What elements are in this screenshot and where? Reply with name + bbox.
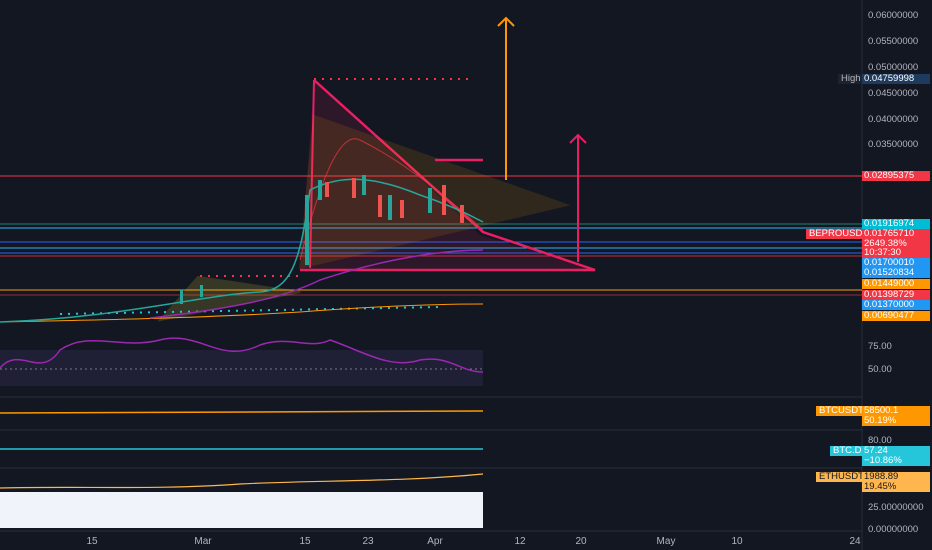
time-tick: May (656, 536, 676, 547)
level-badge: 0.01700010 (862, 258, 930, 268)
symbol-name: BEPROUSDT (806, 229, 872, 239)
level-badge: 0.02895375 (862, 171, 930, 181)
btc-change: 50.19% (862, 416, 930, 426)
price-tick: 0.04000000 (868, 114, 919, 125)
symbol-price: 0.01765710 (862, 229, 930, 239)
price-tick: 0.04500000 (868, 88, 919, 99)
time-tick: 15 (299, 536, 311, 547)
high-label: High (838, 74, 864, 84)
high-badge: 0.04759998 (862, 74, 930, 84)
time-tick: 24 (849, 536, 861, 547)
price-tick: 0.03500000 (868, 139, 919, 150)
price-tick: 0.06000000 (868, 10, 919, 21)
btcd-tick: 80.00 (868, 435, 892, 446)
time-tick: Apr (427, 536, 443, 547)
level-badge: 0.00690477 (862, 311, 930, 321)
time-tick: 20 (575, 536, 587, 547)
rsi-tick: 75.00 (868, 341, 892, 352)
btc-price: 58500.1 (862, 406, 930, 416)
btcd-change: −10.86% (862, 456, 930, 466)
time-tick: 12 (514, 536, 526, 547)
eth-price: 1988.89 (862, 472, 930, 482)
symbol-change: 2649.38% (862, 239, 930, 249)
volume-tick: 0.00000000 (868, 524, 919, 535)
price-tick: 0.05000000 (868, 62, 919, 73)
btcd-price: 57.24 (862, 446, 930, 456)
time-tick: 10 (731, 536, 743, 547)
level-badge: 0.01449000 (862, 279, 930, 289)
time-tick: 23 (362, 536, 374, 547)
volume-tick: 25.00000000 (868, 502, 924, 513)
level-badge: 0.01916974 (862, 219, 930, 229)
eth-name: ETHUSDT (816, 472, 867, 482)
btc-name: BTCUSDT (816, 406, 867, 416)
price-tick: 0.05500000 (868, 36, 919, 47)
eth-change: 19.45% (862, 482, 930, 492)
btcd-name: BTC.D (830, 446, 865, 456)
rsi-tick: 50.00 (868, 364, 892, 375)
level-badge: 0.01398729 (862, 290, 930, 300)
level-badge: 0.01520834 (862, 268, 930, 278)
level-badge: 0.01370000 (862, 300, 930, 310)
time-tick: 15 (86, 536, 98, 547)
symbol-countdown: 10:37:30 (862, 248, 930, 258)
time-tick: Mar (194, 536, 212, 547)
